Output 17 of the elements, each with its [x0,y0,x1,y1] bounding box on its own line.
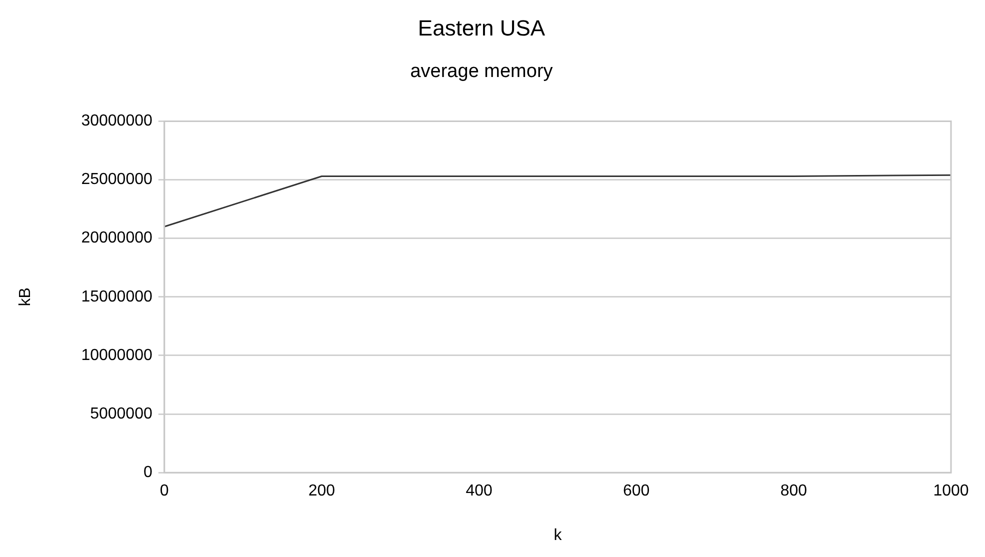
y-tick-label: 5000000 [90,405,152,422]
x-axis-title: k [554,526,563,544]
y-tick-label: 25000000 [81,171,152,188]
chart-title: Eastern USA [418,15,546,40]
y-tick-label: 10000000 [81,346,152,364]
y-tick-label: 0 [143,464,152,482]
x-tick-label: 800 [780,482,808,500]
y-axis-title: kB [17,288,34,306]
x-tick-label: 600 [623,482,650,500]
y-tick-label: 15000000 [81,288,152,306]
x-tick-label: 0 [160,482,169,500]
chart-subtitle: average memory [410,61,554,82]
y-tick-label: 30000000 [81,112,152,130]
y-tick-label: 20000000 [81,230,152,247]
x-tick-label: 200 [308,482,336,500]
x-tick-label: 1000 [933,482,969,500]
x-tick-label: 400 [466,482,492,500]
